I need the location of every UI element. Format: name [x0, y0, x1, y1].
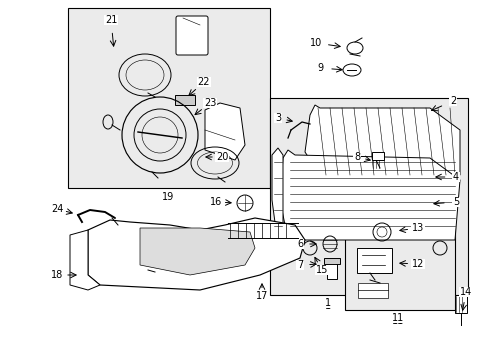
- Bar: [356, 248, 391, 273]
- Text: 19: 19: [162, 194, 174, 204]
- Polygon shape: [70, 230, 100, 290]
- Polygon shape: [280, 150, 459, 240]
- Polygon shape: [271, 148, 283, 245]
- FancyBboxPatch shape: [176, 16, 207, 55]
- Text: 8: 8: [353, 152, 359, 162]
- Text: 12: 12: [411, 259, 423, 269]
- Text: 6: 6: [296, 239, 303, 249]
- Text: 10: 10: [309, 38, 322, 48]
- Text: 1: 1: [324, 301, 330, 311]
- Text: 11: 11: [391, 313, 403, 323]
- Bar: [326, 261, 336, 279]
- Text: 9: 9: [316, 63, 323, 73]
- Text: 23: 23: [203, 98, 216, 108]
- Text: 15: 15: [315, 265, 327, 275]
- Text: 11: 11: [391, 316, 403, 326]
- Polygon shape: [140, 228, 254, 275]
- Bar: [454, 295, 466, 313]
- Polygon shape: [305, 105, 459, 175]
- Text: 21: 21: [104, 15, 117, 25]
- Text: 16: 16: [209, 197, 222, 207]
- Bar: [357, 283, 387, 298]
- Text: 13: 13: [411, 223, 423, 233]
- Text: 7: 7: [296, 260, 303, 270]
- Polygon shape: [204, 103, 244, 160]
- Text: 22: 22: [197, 77, 210, 87]
- Text: 20: 20: [215, 152, 228, 162]
- Text: 3: 3: [274, 113, 281, 123]
- Bar: [269, 98, 467, 295]
- Text: 5: 5: [452, 197, 458, 207]
- Text: 18: 18: [51, 270, 63, 280]
- Text: 4: 4: [452, 172, 458, 182]
- Polygon shape: [88, 218, 305, 290]
- Text: 17: 17: [255, 291, 267, 301]
- Text: 14: 14: [459, 287, 471, 297]
- Bar: [324, 258, 339, 264]
- Text: 24: 24: [51, 204, 63, 214]
- Bar: [175, 95, 195, 105]
- Text: 2: 2: [449, 96, 455, 106]
- Text: 1: 1: [324, 298, 330, 308]
- Text: 19: 19: [162, 192, 174, 202]
- Bar: [371, 152, 383, 160]
- Bar: [68, 8, 269, 188]
- Bar: [345, 215, 454, 310]
